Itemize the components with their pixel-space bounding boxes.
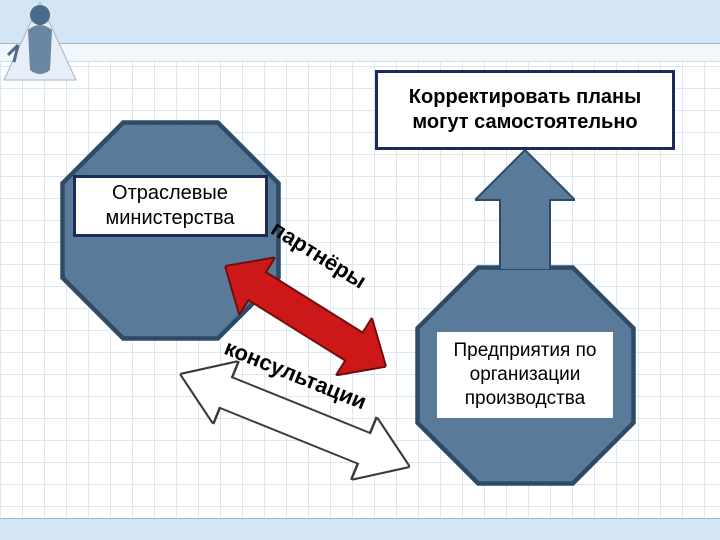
octagon-enterprises-label: Предприятия по организации производства (443, 339, 607, 410)
slide-logo (0, 0, 80, 85)
box-adjust-plans: Корректировать планы могут самостоятельн… (375, 70, 675, 150)
box-adjust-plans-label: Корректировать планы могут самостоятельн… (388, 85, 662, 135)
top-band (0, 0, 720, 44)
arrow-up (475, 150, 575, 270)
octagon-ministries-label: Отраслевые министерства (76, 181, 265, 231)
bottom-band (0, 518, 720, 540)
second-band (0, 44, 720, 62)
octagon-enterprises: Предприятия по организации производства (413, 263, 638, 488)
